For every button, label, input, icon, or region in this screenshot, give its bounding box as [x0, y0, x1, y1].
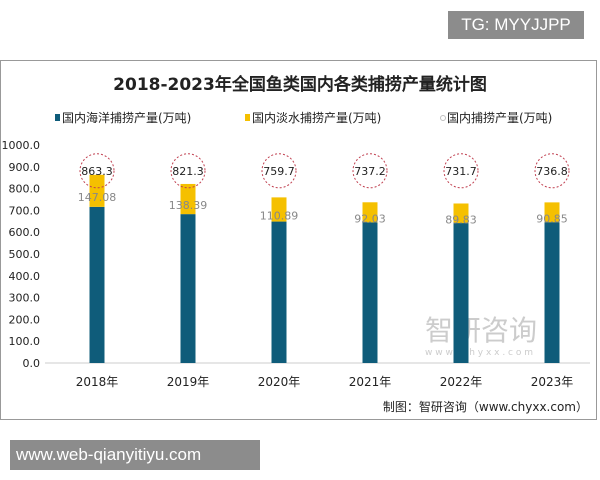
- freshwater-label: 90.85: [536, 212, 568, 225]
- total-circle: [170, 153, 206, 189]
- bar-marine: [271, 221, 287, 363]
- freshwater-label: 138.39: [169, 199, 208, 212]
- bar-marine: [180, 214, 196, 363]
- bar-marine: [362, 222, 378, 363]
- total-circle: [443, 153, 479, 189]
- x-tick-label: 2021年: [349, 375, 392, 389]
- y-tick-label: 500.0: [9, 248, 41, 261]
- total-label: 736.8: [536, 165, 568, 178]
- y-tick-label: 300.0: [9, 292, 41, 305]
- total-label: 759.7: [263, 165, 295, 178]
- total-label: 737.2: [354, 165, 386, 178]
- y-tick-label: 600.0: [9, 226, 41, 239]
- x-tick-label: 2023年: [531, 375, 574, 389]
- y-tick-label: 0.0: [23, 357, 41, 370]
- footer-watermark: www.web-qianyitiyu.com: [10, 440, 260, 470]
- bar-freshwater: [180, 183, 196, 215]
- bar-freshwater: [544, 202, 560, 223]
- x-tick-label: 2019年: [167, 375, 210, 389]
- overlay-label: TG: MYYJJPP: [448, 11, 584, 39]
- total-circle: [79, 153, 115, 189]
- total-label: 863.3: [81, 165, 113, 178]
- chart-title: 2018-2023年全国鱼类国内各类捕捞产量统计图: [113, 74, 487, 95]
- logo-url: w w w . c h y x x . c o m: [425, 348, 533, 358]
- legend-label: 国内海洋捕捞产量(万吨): [62, 110, 191, 125]
- y-tick-label: 900.0: [9, 161, 41, 174]
- freshwater-label: 110.89: [260, 209, 299, 222]
- freshwater-label: 89.83: [445, 213, 477, 226]
- bar-freshwater: [271, 197, 287, 222]
- x-tick-label: 2018年: [76, 375, 119, 389]
- legend-swatch: [245, 114, 250, 121]
- bar-freshwater: [89, 174, 105, 207]
- y-tick-label: 200.0: [9, 313, 41, 326]
- total-circle: [352, 153, 388, 189]
- total-circle: [261, 153, 297, 189]
- legend-label: 国内捕捞产量(万吨): [447, 110, 552, 125]
- x-tick-label: 2020年: [258, 375, 301, 389]
- x-tick-label: 2022年: [440, 375, 483, 389]
- legend-label: 国内淡水捕捞产量(万吨): [252, 110, 381, 125]
- legend-swatch: [440, 115, 446, 121]
- y-tick-label: 700.0: [9, 204, 41, 217]
- y-tick-label: 1000.0: [2, 139, 41, 152]
- source-label: 制图：智研咨询（www.chyxx.com）: [383, 399, 588, 414]
- legend-swatch: [55, 114, 60, 121]
- y-tick-label: 100.0: [9, 335, 41, 348]
- y-tick-label: 400.0: [9, 270, 41, 283]
- bar-marine: [544, 222, 560, 363]
- logo-watermark: 智研咨询: [425, 314, 537, 347]
- bar-freshwater: [453, 203, 469, 224]
- total-label: 821.3: [172, 165, 204, 178]
- bar-freshwater: [362, 202, 378, 223]
- total-circle: [534, 153, 570, 189]
- chart-frame: [0, 60, 597, 420]
- y-tick-label: 800.0: [9, 183, 41, 196]
- bar-marine: [89, 206, 105, 363]
- bar-marine: [453, 223, 469, 363]
- freshwater-label: 92.03: [354, 212, 386, 225]
- freshwater-label: 147.08: [78, 191, 117, 204]
- total-label: 731.7: [445, 165, 477, 178]
